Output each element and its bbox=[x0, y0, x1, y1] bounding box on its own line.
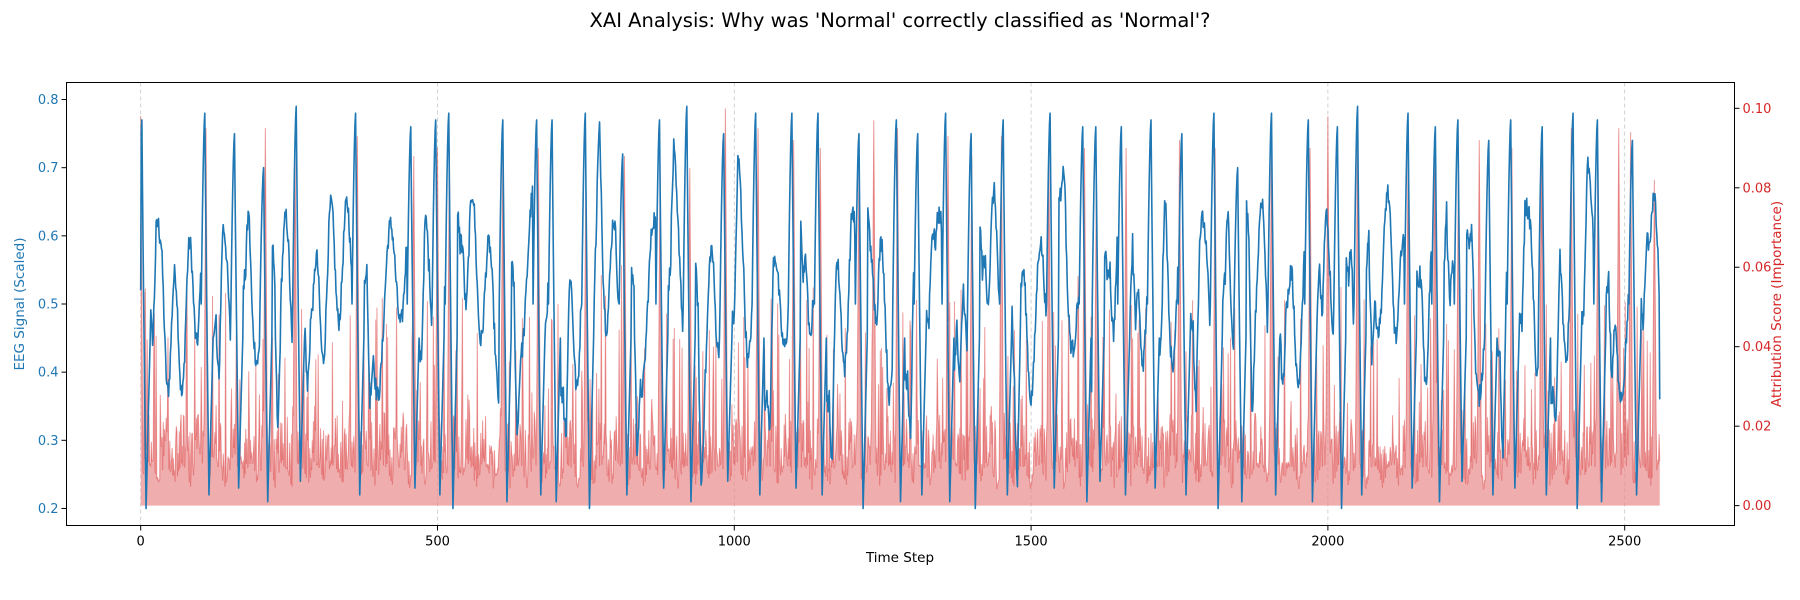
eeg-series bbox=[139, 105, 1661, 510]
x-axis-label: Time Step bbox=[865, 550, 934, 566]
y-right-tick-label: 0.10 bbox=[1743, 102, 1772, 117]
y-left-tick-label: 0.5 bbox=[38, 298, 59, 313]
y-left-tick-label: 0.8 bbox=[38, 93, 59, 108]
y-right-tick-label: 0.02 bbox=[1743, 420, 1772, 435]
y-left-tick-label: 0.4 bbox=[38, 366, 59, 381]
x-tick-label: 2500 bbox=[1608, 535, 1641, 550]
y-axis-right: 0.00 0.02 0.04 0.06 0.08 0.10 bbox=[1734, 102, 1772, 514]
eeg-line bbox=[139, 105, 1661, 510]
y-right-tick-label: 0.00 bbox=[1743, 499, 1772, 514]
attribution-area bbox=[140, 108, 1660, 506]
y-right-tick-label: 0.08 bbox=[1743, 181, 1772, 196]
x-axis: 0 500 1000 1500 2000 2500 bbox=[137, 525, 1641, 550]
y-axis-right-label: Attribution Score (Importance) bbox=[1769, 201, 1785, 407]
y-axis-left: 0.2 0.3 0.4 0.5 0.6 0.7 0.8 bbox=[38, 93, 67, 517]
y-left-tick-label: 0.7 bbox=[38, 161, 59, 176]
x-tick-label: 500 bbox=[425, 535, 450, 550]
y-right-tick-label: 0.06 bbox=[1743, 261, 1772, 276]
y-left-tick-label: 0.2 bbox=[38, 502, 59, 517]
x-tick-label: 0 bbox=[137, 535, 145, 550]
y-left-tick-label: 0.6 bbox=[38, 229, 59, 244]
x-tick-label: 1000 bbox=[718, 535, 751, 550]
y-axis-left-label: EEG Signal (Scaled) bbox=[12, 238, 28, 371]
chart-title: XAI Analysis: Why was 'Normal' correctly… bbox=[590, 9, 1211, 32]
x-tick-label: 2000 bbox=[1311, 535, 1344, 550]
y-left-tick-label: 0.3 bbox=[38, 434, 59, 449]
y-right-tick-label: 0.04 bbox=[1743, 340, 1772, 355]
x-tick-label: 1500 bbox=[1015, 535, 1048, 550]
